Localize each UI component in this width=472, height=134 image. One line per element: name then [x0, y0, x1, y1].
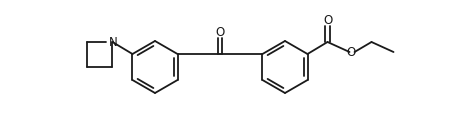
Text: O: O — [323, 14, 332, 27]
Text: O: O — [346, 46, 355, 59]
Text: N: N — [109, 36, 118, 49]
Text: O: O — [215, 27, 225, 40]
